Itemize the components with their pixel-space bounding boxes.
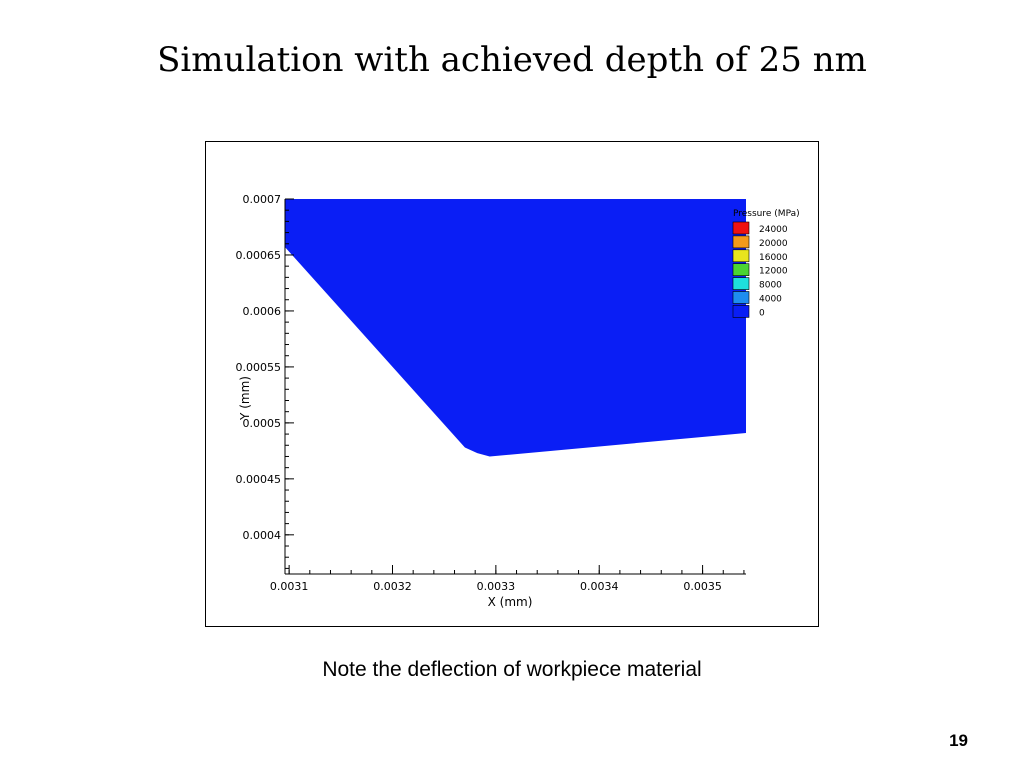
legend-swatch xyxy=(732,221,750,235)
y-tick-label: 0.0007 xyxy=(243,193,282,206)
x-tick-label: 0.0031 xyxy=(270,580,309,593)
legend-label: 20000 xyxy=(759,239,788,249)
legend-label: 12000 xyxy=(759,267,788,277)
slide-title: Simulation with achieved depth of 25 nm xyxy=(157,40,867,80)
legend-layer: Pressure (MPa) 24000 20000 16000 12000 8000 40… xyxy=(732,209,800,318)
y-tick-label: 0.00055 xyxy=(236,361,282,374)
page-number: 19 xyxy=(949,731,968,750)
x-tick-label: 0.0032 xyxy=(373,580,412,593)
plot-frame: 0.0007 0.00065 0.0006 0.00055 0.0005 0.00045 0… xyxy=(205,141,819,627)
legend-label: 4000 xyxy=(759,295,782,305)
y-axis-title: Y (mm) xyxy=(238,376,252,421)
y-tick-label: 0.0004 xyxy=(243,529,282,542)
x-tick-label: 0.0033 xyxy=(477,580,515,593)
legend-swatch xyxy=(732,235,750,249)
legend-swatch xyxy=(732,291,750,304)
y-tick-label: 0.0005 xyxy=(243,417,282,430)
slide-caption: Note the deflection of workpiece materia… xyxy=(322,658,702,681)
legend-label: 24000 xyxy=(759,225,788,235)
axis-layer: 0.0007 0.00065 0.0006 0.00055 0.0005 0.00045 0… xyxy=(236,193,746,593)
legend-label: 8000 xyxy=(759,281,782,291)
y-tick-label: 0.00045 xyxy=(236,473,282,486)
x-tick-label: 0.0035 xyxy=(683,580,722,593)
y-tick-label: 0.0006 xyxy=(243,305,282,318)
legend-swatch xyxy=(732,263,750,276)
workpiece-region-0 xyxy=(285,199,746,457)
x-tick-label: 0.0034 xyxy=(580,580,619,593)
x-axis-title: X (mm) xyxy=(488,595,533,609)
legend-label: 16000 xyxy=(759,253,788,263)
legend-swatch xyxy=(732,305,750,318)
pressure-chart: 0.0007 0.00065 0.0006 0.00055 0.0005 0.00045 0… xyxy=(236,193,800,609)
legend-label: 0 xyxy=(759,308,765,318)
y-tick-label: 0.00065 xyxy=(236,249,282,262)
area-layer xyxy=(285,199,746,457)
legend-swatch xyxy=(732,249,750,263)
legend-title: Pressure (MPa) xyxy=(733,209,800,219)
legend-swatch xyxy=(732,277,750,290)
